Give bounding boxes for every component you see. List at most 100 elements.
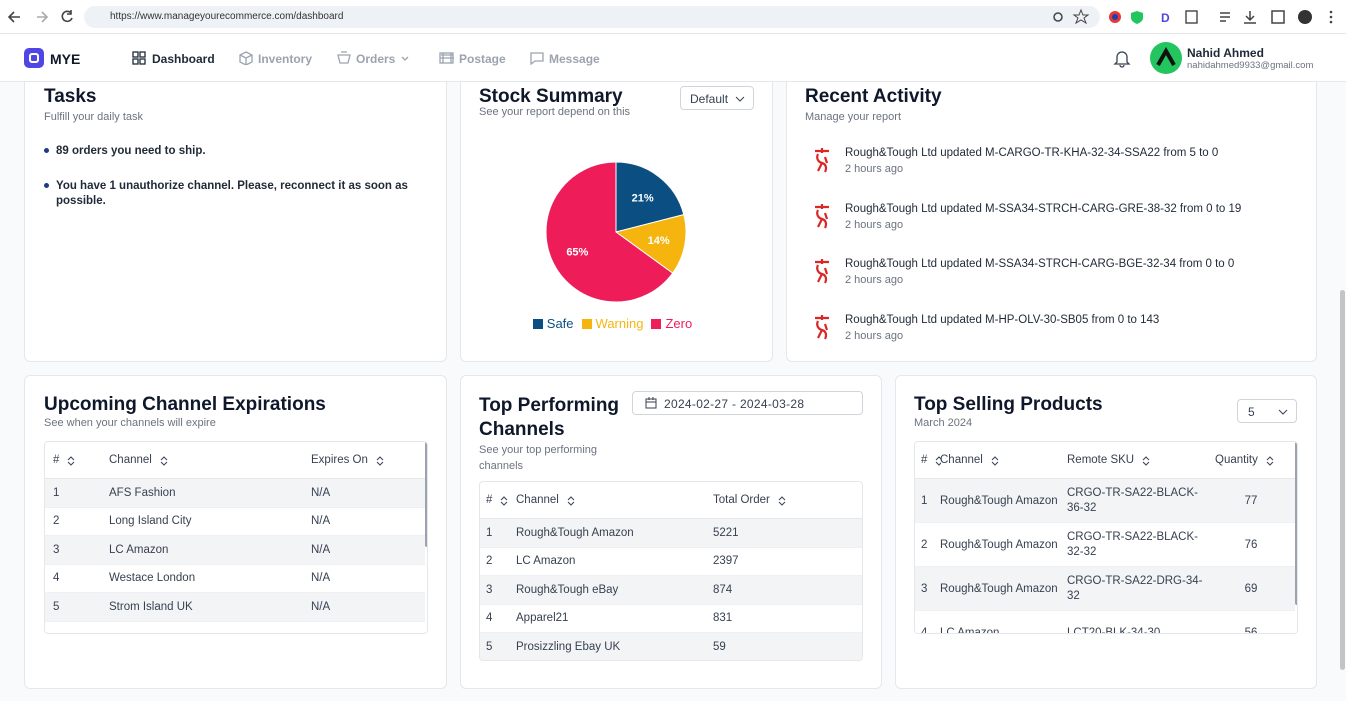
page-size-text: 5 [1248, 405, 1255, 419]
nav-item[interactable]: Dashboard [152, 52, 215, 66]
column-header-text: Channel [940, 454, 983, 466]
table-header [915, 442, 1297, 479]
table-scrollbar[interactable] [425, 442, 427, 547]
sort-icon[interactable] [935, 455, 941, 466]
table-cell: CRGO-TR-SA22-DRG-34-32 [1067, 575, 1203, 602]
table-row [915, 523, 1295, 567]
table-row [480, 519, 862, 548]
nav-icons [132, 51, 544, 65]
expirations-subtitle: See when your channels will expire [44, 417, 216, 429]
column-header[interactable]: Channel [940, 442, 1065, 479]
products-subtitle: March 2024 [914, 417, 973, 429]
column-header-text: # [53, 454, 60, 466]
table-cell: 3 [921, 582, 928, 595]
url-bar[interactable] [84, 6, 1100, 28]
table-cell: LC Amazon [109, 543, 169, 556]
column-header[interactable]: Remote SKU [1067, 442, 1203, 479]
table-cell: 4 [53, 572, 60, 585]
column-header-text: # [486, 494, 493, 506]
column-header-text: Remote SKU [1067, 454, 1135, 466]
column-header[interactable]: Channel [109, 442, 299, 479]
table-cell: 2 [53, 515, 60, 528]
table-row [915, 479, 1295, 523]
table-cell: CRGO-TR-SA22-BLACK-36-32 [1067, 487, 1198, 514]
table-scrollbar[interactable] [1295, 442, 1297, 605]
legend-item[interactable]: Warning [581, 316, 643, 331]
table-cell: LC Amazon [940, 626, 1000, 634]
table-row [45, 479, 425, 508]
sort-icon[interactable] [67, 455, 75, 466]
table-cell: 1 [921, 494, 928, 507]
stock-filter[interactable]: Default [680, 86, 754, 110]
brand-name[interactable]: MYE [50, 51, 81, 67]
sort-icon[interactable] [991, 455, 999, 466]
column-header[interactable]: Channel [516, 482, 706, 519]
tasks-title: Tasks [44, 86, 97, 107]
legend-swatch [532, 318, 543, 329]
column-header-text: Total Order [713, 494, 770, 506]
table-row [480, 604, 862, 633]
column-header[interactable]: # [486, 482, 516, 519]
expirations-title: Upcoming Channel Expirations [44, 394, 326, 415]
table-cell: N/A [311, 486, 331, 499]
table-cell: 5 [486, 640, 493, 653]
column-header[interactable]: # [921, 442, 941, 479]
table-row [45, 593, 425, 622]
user-name[interactable]: Nahid Ahmed [1187, 46, 1264, 60]
sort-icon[interactable] [1142, 455, 1150, 466]
sort-icon[interactable] [160, 455, 168, 466]
activity-text: Rough&Tough Ltd updated M-SSA34-STRCH-CA… [845, 258, 1235, 270]
stock-title: Stock Summary [479, 86, 623, 107]
table-cell: 1 [53, 486, 60, 499]
nav-item[interactable]: Postage [459, 52, 506, 66]
bullet [44, 148, 49, 153]
table-row [480, 576, 862, 605]
pie-slice [545, 161, 674, 303]
legend-item[interactable]: Safe [532, 316, 574, 331]
calendar-icon [645, 397, 657, 409]
column-header-text: Channel [516, 494, 559, 506]
user-avatar[interactable] [1150, 42, 1182, 74]
activity-title: Recent Activity [805, 86, 942, 107]
activity-logo [815, 203, 829, 228]
legend-label: Zero [665, 316, 693, 331]
legend-swatch [651, 318, 662, 329]
channels-table: # Channel Total Order 1 Rough&Tough Amazon 52… [479, 481, 863, 661]
page-size-select[interactable]: 5 [1237, 399, 1297, 423]
expirations-table: # Channel Expires On 1 AFS Fashion N/A 2 Long I… [44, 441, 428, 634]
page-scrollbar[interactable] [1340, 290, 1345, 670]
sort-icon[interactable] [778, 495, 786, 506]
legend-label: Safe [546, 316, 574, 331]
chevron [735, 96, 745, 102]
user-email: nahidahmed9933@gmail.com [1187, 60, 1314, 71]
nav-item[interactable]: Inventory [258, 52, 313, 66]
table-cell: N/A [311, 572, 331, 585]
sort-icon[interactable] [500, 495, 508, 506]
sort-icon[interactable] [567, 495, 575, 506]
legend-item[interactable]: Zero [651, 316, 692, 331]
column-header[interactable]: Expires On [311, 442, 421, 479]
column-header[interactable]: Quantity [1215, 442, 1287, 479]
task-item: You have 1 unauthorize channel. Please, … [56, 180, 408, 207]
products-title: Top Selling Products [914, 394, 1103, 415]
column-header[interactable]: # [53, 442, 103, 479]
column-header[interactable]: Total Order [713, 482, 853, 519]
activity-logo [815, 314, 829, 339]
date-range-picker[interactable]: 2024-02-27 - 2024-03-28 [632, 391, 863, 415]
notification-bell[interactable] [1112, 48, 1132, 68]
table-cell: N/A [311, 543, 331, 556]
table-cell: Rough&Tough Amazon [940, 494, 1058, 507]
table-cell: N/A [311, 600, 331, 613]
nav-item[interactable]: Message [549, 52, 600, 66]
date-range-text: 2024-02-27 - 2024-03-28 [664, 397, 805, 411]
activity-text: Rough&Tough Ltd updated M-SSA34-STRCH-CA… [845, 202, 1242, 215]
column-header-text: Channel [109, 454, 152, 466]
nav-item[interactable]: Orders [356, 52, 396, 66]
activity-logo [815, 148, 829, 173]
column-header-text: # [921, 454, 928, 466]
table-cell: 2397 [713, 555, 739, 568]
url-text[interactable]: https://www.manageyourecommerce.com/dash… [110, 11, 344, 22]
sort-icon[interactable] [1266, 455, 1274, 466]
sort-icon[interactable] [376, 455, 384, 466]
